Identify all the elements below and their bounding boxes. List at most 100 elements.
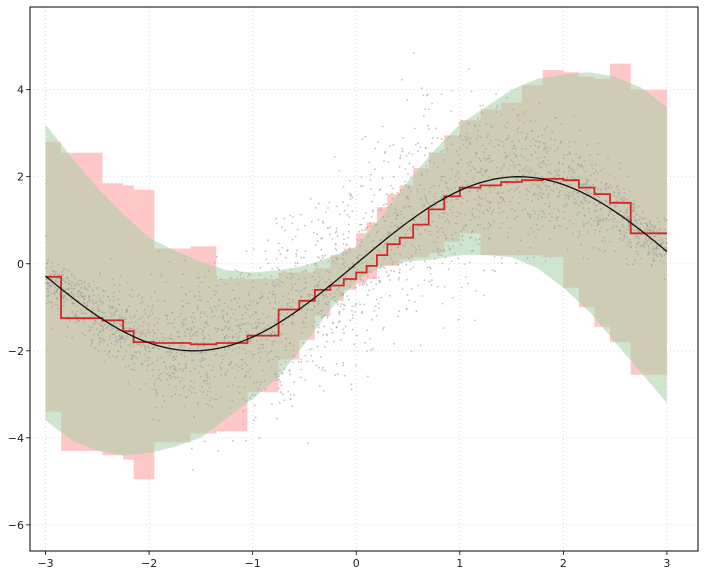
- scatter-point: [167, 337, 170, 339]
- scatter-point: [183, 259, 186, 262]
- scatter-point: [432, 241, 435, 243]
- scatter-point: [259, 266, 262, 269]
- scatter-point: [246, 308, 249, 310]
- scatter-point: [91, 342, 93, 345]
- scatter-point: [582, 196, 585, 199]
- scatter-point: [573, 114, 576, 117]
- scatter-point: [384, 152, 386, 154]
- scatter-point: [387, 206, 390, 209]
- scatter-point: [413, 127, 416, 130]
- scatter-point: [271, 268, 273, 270]
- scatter-point: [531, 169, 533, 172]
- scatter-point: [323, 325, 326, 328]
- scatter-point: [234, 308, 237, 311]
- scatter-point: [591, 164, 593, 167]
- scatter-point: [238, 347, 241, 349]
- plot-frame: [29, 6, 699, 552]
- scatter-point: [618, 229, 621, 232]
- scatter-point: [630, 242, 632, 245]
- scatter-point: [488, 186, 491, 189]
- scatter-point: [190, 352, 193, 355]
- scatter-point: [94, 322, 97, 325]
- scatter-point: [460, 236, 463, 238]
- scatter-point: [534, 172, 537, 175]
- scatter-point: [302, 271, 304, 273]
- scatter-point: [551, 216, 553, 219]
- scatter-point: [398, 165, 401, 168]
- scatter-point: [619, 233, 622, 235]
- scatter-point: [513, 209, 516, 212]
- scatter-point: [470, 137, 472, 140]
- scatter-point: [477, 117, 479, 120]
- scatter-point: [258, 322, 261, 324]
- scatter-point: [249, 315, 252, 318]
- scatter-point: [428, 266, 431, 269]
- scatter-point: [382, 328, 384, 331]
- scatter-point: [619, 237, 621, 240]
- scatter-point: [235, 325, 238, 327]
- scatter-point: [78, 320, 80, 322]
- scatter-point: [237, 283, 240, 286]
- scatter-point: [597, 220, 599, 223]
- scatter-point: [429, 233, 432, 236]
- scatter-point: [472, 180, 475, 183]
- scatter-point: [611, 218, 614, 221]
- scatter-point: [615, 225, 618, 228]
- scatter-point: [547, 159, 549, 162]
- scatter-point: [196, 347, 199, 350]
- scatter-point: [571, 223, 574, 225]
- scatter-point: [649, 239, 652, 242]
- scatter-point: [326, 295, 329, 298]
- scatter-point: [471, 229, 474, 232]
- scatter-point: [644, 229, 646, 232]
- scatter-point: [291, 273, 294, 275]
- scatter-point: [577, 163, 580, 166]
- scatter-point: [658, 239, 661, 242]
- scatter-point: [400, 210, 402, 213]
- scatter-point: [316, 285, 319, 288]
- scatter-point: [119, 324, 122, 327]
- scatter-point: [571, 172, 574, 174]
- scatter-point: [597, 217, 599, 220]
- scatter-point: [232, 439, 234, 442]
- scatter-point: [585, 191, 588, 194]
- scatter-point: [444, 212, 446, 215]
- scatter-point: [436, 137, 439, 139]
- scatter-point: [572, 201, 575, 204]
- scatter-point: [120, 309, 123, 311]
- scatter-point: [58, 273, 61, 276]
- scatter-point: [391, 221, 393, 224]
- scatter-point: [372, 288, 375, 290]
- scatter-point: [587, 207, 590, 210]
- scatter-point: [409, 226, 411, 229]
- scatter-point: [566, 203, 568, 205]
- scatter-point: [422, 115, 425, 118]
- scatter-point: [533, 194, 536, 197]
- scatter-point: [144, 335, 147, 338]
- scatter-point: [485, 208, 488, 211]
- scatter-point: [305, 270, 308, 273]
- scatter-point: [568, 164, 571, 167]
- scatter-point: [349, 195, 352, 197]
- scatter-point: [236, 277, 239, 280]
- scatter-point: [294, 265, 297, 267]
- scatter-point: [95, 301, 98, 303]
- scatter-point: [373, 194, 376, 196]
- scatter-point: [209, 377, 211, 379]
- scatter-point: [383, 257, 386, 260]
- scatter-point: [533, 192, 536, 195]
- scatter-point: [155, 391, 158, 394]
- scatter-point: [365, 250, 367, 253]
- scatter-point: [206, 322, 209, 325]
- scatter-point: [247, 370, 250, 373]
- scatter-point: [49, 286, 52, 289]
- scatter-point: [296, 262, 299, 264]
- scatter-point: [573, 171, 576, 174]
- scatter-point: [397, 252, 400, 255]
- scatter-point: [267, 360, 270, 363]
- scatter-point: [371, 257, 373, 260]
- scatter-point: [629, 190, 631, 193]
- scatter-point: [73, 284, 76, 287]
- scatter-point: [149, 314, 151, 317]
- scatter-point: [616, 220, 619, 223]
